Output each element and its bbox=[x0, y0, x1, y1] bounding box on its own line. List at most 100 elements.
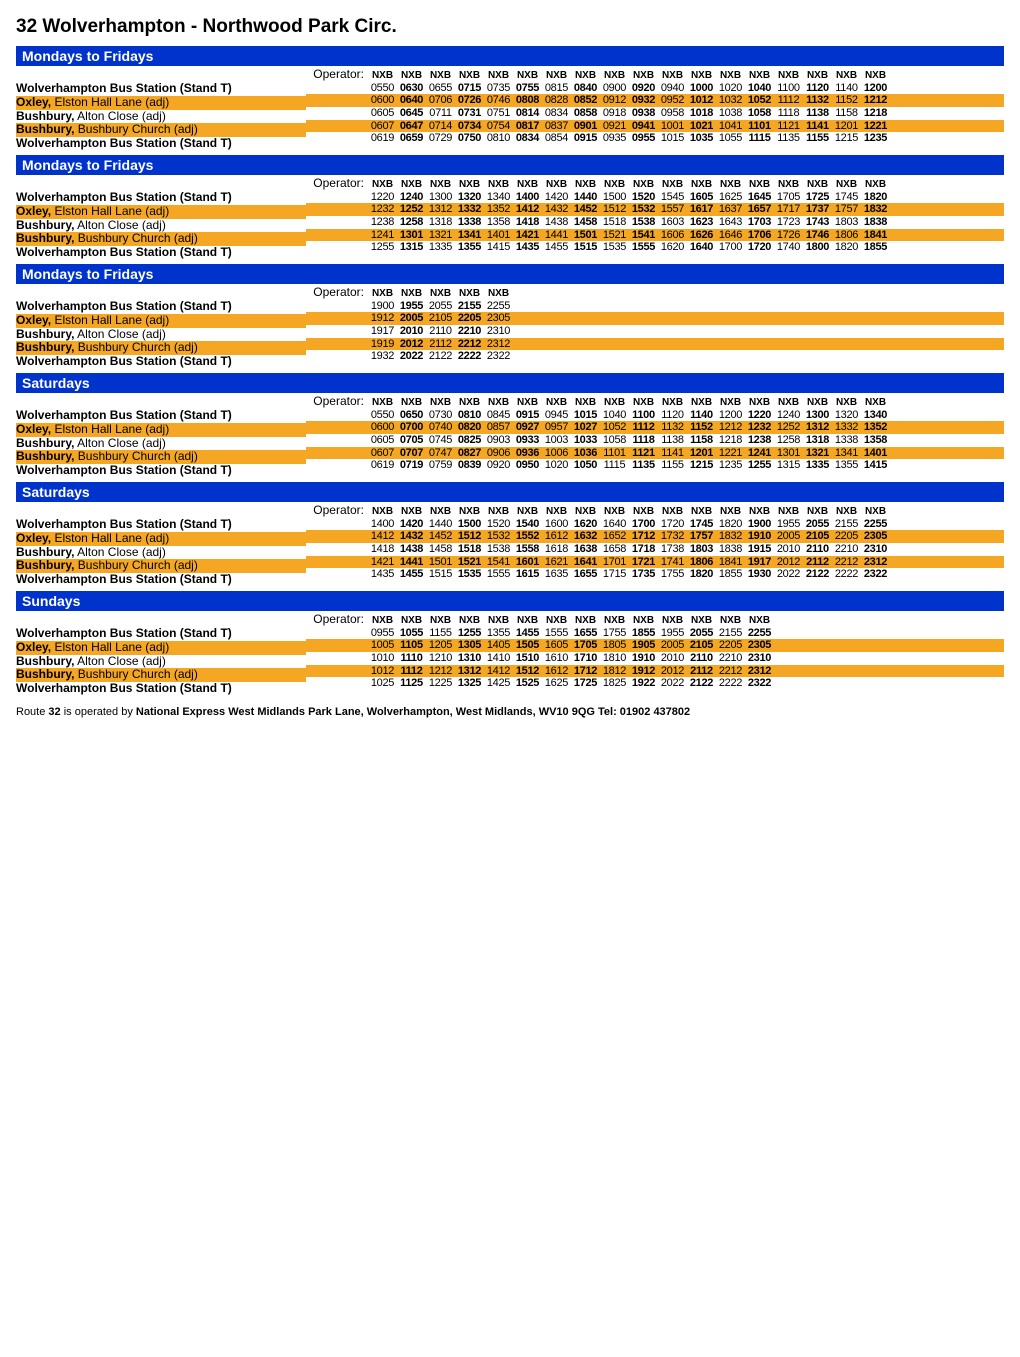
operator-code: NXB bbox=[484, 288, 513, 300]
operator-code: NXB bbox=[542, 506, 571, 518]
time-cell: 1050 bbox=[571, 459, 600, 472]
timetable-block: Mondays to Fridays Wolverhampton Bus Sta… bbox=[16, 264, 1004, 369]
time-row: 0607070707470827090609361006103611011121… bbox=[306, 447, 1004, 460]
time-cell: 1745 bbox=[832, 191, 861, 204]
time-cell: 1905 bbox=[629, 639, 658, 652]
time-cell: 2312 bbox=[745, 665, 774, 678]
time-cell: 1806 bbox=[687, 556, 716, 569]
time-cell: 1612 bbox=[542, 665, 571, 678]
time-cell: 1806 bbox=[832, 229, 861, 242]
time-cell: 1418 bbox=[513, 216, 542, 229]
time-cell: 1100 bbox=[774, 82, 803, 95]
time-cell: 1658 bbox=[600, 543, 629, 556]
time-row: 0600064007060726074608080828085209120932… bbox=[306, 94, 1004, 107]
time-cell: 1110 bbox=[397, 652, 426, 665]
time-cell: 1900 bbox=[745, 518, 774, 531]
time-cell: 1240 bbox=[397, 191, 426, 204]
time-cell: 1010 bbox=[368, 652, 397, 665]
time-cell: 1240 bbox=[774, 409, 803, 422]
stop-name: Bushbury, Bushbury Church (adj) bbox=[16, 341, 306, 355]
time-cell: 0607 bbox=[368, 120, 397, 133]
stop-name: Bushbury, Bushbury Church (adj) bbox=[16, 123, 306, 137]
time-cell: 1452 bbox=[426, 530, 455, 543]
time-cell: 1645 bbox=[745, 191, 774, 204]
time-cell: 1438 bbox=[542, 216, 571, 229]
time-cell: 0619 bbox=[368, 132, 397, 145]
time-cell: 1505 bbox=[513, 639, 542, 652]
time-cell: 1740 bbox=[774, 241, 803, 254]
time-row: 19001955205521552255 bbox=[306, 300, 1004, 313]
time-cell: 1917 bbox=[745, 556, 774, 569]
time-cell: 1455 bbox=[397, 568, 426, 581]
time-cell: 1755 bbox=[600, 627, 629, 640]
time-cell: 1825 bbox=[600, 677, 629, 690]
operator-code: NXB bbox=[484, 179, 513, 191]
time-cell: 1635 bbox=[542, 568, 571, 581]
time-cell: 0845 bbox=[484, 409, 513, 422]
time-cell: 1201 bbox=[832, 120, 861, 133]
time-cell: 1700 bbox=[716, 241, 745, 254]
time-cell: 1555 bbox=[629, 241, 658, 254]
operator-code: NXB bbox=[629, 70, 658, 82]
time-row: 0550063006550715073507550815084009000920… bbox=[306, 82, 1004, 95]
stop-name: Wolverhampton Bus Station (Stand T) bbox=[16, 300, 306, 314]
time-cell: 1135 bbox=[629, 459, 658, 472]
time-cell: 1241 bbox=[368, 229, 397, 242]
operator-code: NXB bbox=[861, 179, 890, 191]
time-cell: 1412 bbox=[484, 665, 513, 678]
time-cell: 1006 bbox=[542, 447, 571, 460]
time-cell: 1158 bbox=[832, 107, 861, 120]
time-row: 1241130113211341140114211441150115211541… bbox=[306, 229, 1004, 242]
time-cell: 0640 bbox=[397, 94, 426, 107]
time-cell: 1415 bbox=[484, 241, 513, 254]
operator-code: NXB bbox=[687, 70, 716, 82]
time-cell: 1552 bbox=[513, 530, 542, 543]
time-cell: 1441 bbox=[542, 229, 571, 242]
stop-name: Bushbury, Alton Close (adj) bbox=[16, 328, 306, 342]
time-cell: 1512 bbox=[455, 530, 484, 543]
operator-row: Operator:NXBNXBNXBNXBNXB bbox=[306, 286, 1004, 300]
time-cell: 1440 bbox=[571, 191, 600, 204]
time-cell: 1421 bbox=[368, 556, 397, 569]
stop-name: Bushbury, Bushbury Church (adj) bbox=[16, 232, 306, 246]
time-cell: 0854 bbox=[542, 132, 571, 145]
operator-row: Operator:NXBNXBNXBNXBNXBNXBNXBNXBNXBNXBN… bbox=[306, 395, 1004, 409]
time-cell: 1205 bbox=[426, 639, 455, 652]
operator-code: NXB bbox=[658, 70, 687, 82]
time-cell: 1757 bbox=[832, 203, 861, 216]
time-cell: 1312 bbox=[455, 665, 484, 678]
stops-column: Wolverhampton Bus Station (Stand T)Oxley… bbox=[16, 286, 306, 369]
time-cell: 1252 bbox=[774, 421, 803, 434]
time-cell: 1620 bbox=[658, 241, 687, 254]
time-cell: 1912 bbox=[368, 312, 397, 325]
time-cell: 1803 bbox=[687, 543, 716, 556]
time-cell: 1352 bbox=[861, 421, 890, 434]
time-cell: 1101 bbox=[745, 120, 774, 133]
time-cell: 1910 bbox=[629, 652, 658, 665]
time-cell: 2310 bbox=[861, 543, 890, 556]
time-cell: 1501 bbox=[426, 556, 455, 569]
operator-code: NXB bbox=[455, 70, 484, 82]
time-cell: 0827 bbox=[455, 447, 484, 460]
time-cell: 1435 bbox=[368, 568, 397, 581]
time-cell: 0705 bbox=[397, 434, 426, 447]
time-cell: 1035 bbox=[687, 132, 716, 145]
time-cell: 1610 bbox=[542, 652, 571, 665]
time-cell: 1140 bbox=[687, 409, 716, 422]
time-cell: 1332 bbox=[455, 203, 484, 216]
time-cell: 0550 bbox=[368, 409, 397, 422]
operator-code: NXB bbox=[745, 506, 774, 518]
operator-code: NXB bbox=[368, 397, 397, 409]
stop-name: Wolverhampton Bus Station (Stand T) bbox=[16, 627, 306, 641]
time-cell: 1312 bbox=[426, 203, 455, 216]
time-cell: 0810 bbox=[484, 132, 513, 145]
time-cell: 1646 bbox=[716, 229, 745, 242]
time-cell: 2055 bbox=[426, 300, 455, 313]
time-cell: 1741 bbox=[658, 556, 687, 569]
time-cell: 1640 bbox=[600, 518, 629, 531]
time-cell: 1152 bbox=[687, 421, 716, 434]
operator-code: NXB bbox=[571, 506, 600, 518]
operator-code: NXB bbox=[368, 506, 397, 518]
time-cell: 1820 bbox=[716, 518, 745, 531]
stop-name: Wolverhampton Bus Station (Stand T) bbox=[16, 464, 306, 478]
